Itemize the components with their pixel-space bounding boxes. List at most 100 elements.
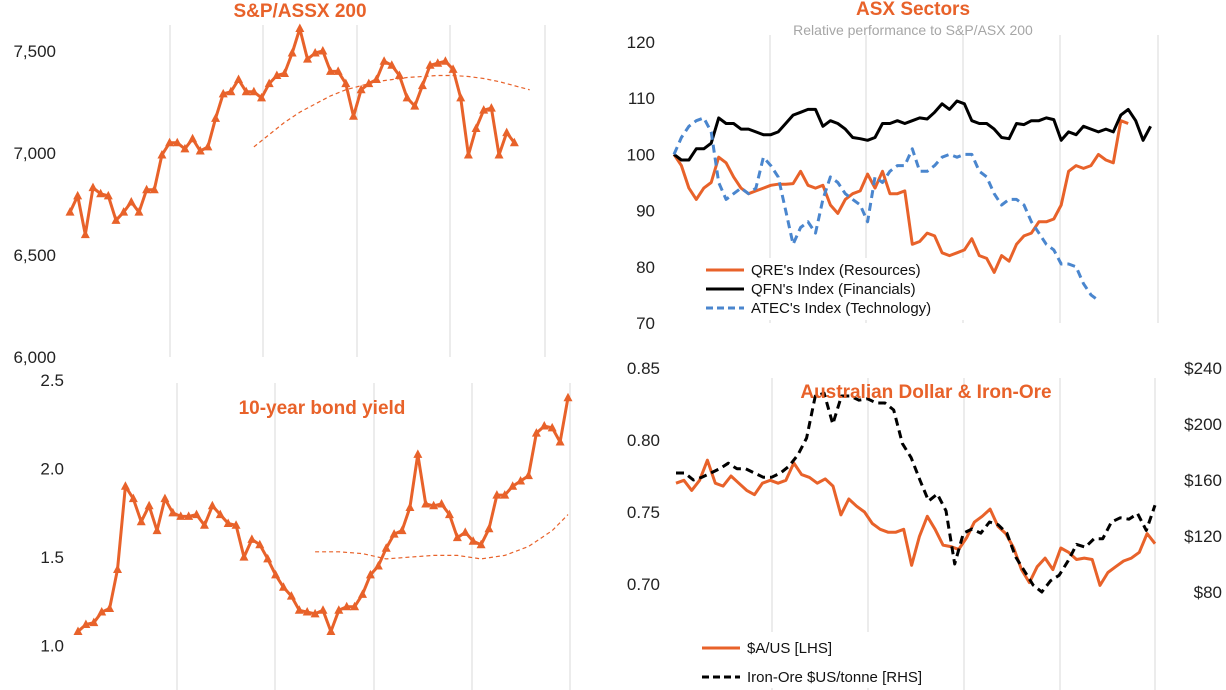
sectors-legend-label-1: QRE's Index (Resources) — [751, 262, 921, 279]
bond-data-point — [294, 605, 304, 614]
asx200-data-point — [402, 92, 412, 102]
bond-data-point — [358, 589, 368, 598]
bond-data-point — [136, 516, 146, 526]
asx200-data-point — [188, 133, 198, 143]
bond-data-point — [350, 601, 360, 611]
bond-data-point — [373, 561, 383, 570]
asx200-data-point — [479, 105, 489, 114]
bond-data-point — [223, 518, 233, 527]
asx200-data-point — [157, 150, 167, 159]
aud-tick-label: 0.70 — [627, 575, 660, 594]
aud-right-y-axis: $80 $120 $160 $200 $240 — [1184, 359, 1222, 602]
bond-data-point — [397, 525, 407, 535]
sectors-tick-label: 110 — [628, 89, 655, 108]
bond-data-point — [539, 421, 549, 430]
asx200-data-point — [80, 229, 90, 239]
asx200-data-point — [509, 137, 519, 147]
asx200-y-axis: 6,000 6,500 7,000 7,500 — [13, 42, 56, 367]
asx200-data-point — [142, 184, 152, 194]
asx200-data-point — [356, 84, 366, 94]
sectors-tick-label: 80 — [636, 258, 655, 277]
bond-data-point — [389, 529, 399, 538]
asx200-tick-label: 7,500 — [13, 42, 56, 61]
asx200-data-point — [226, 86, 236, 96]
sectors-chart-subtitle: Relative performance to S&P/ASX 200 — [793, 22, 1033, 38]
asx200-tick-label: 6,500 — [13, 246, 56, 265]
asx200-chart-title: S&P/ASSX 200 — [233, 1, 366, 22]
asx200-data-point — [65, 207, 75, 216]
bond-data-point — [444, 509, 454, 519]
bond-series-2-line — [315, 514, 569, 560]
asx200-data-point — [264, 78, 274, 88]
bond-data-point — [365, 569, 375, 579]
bond-tick-label: 1.5 — [40, 548, 64, 567]
aud-left-y-axis: 0.70 0.75 0.80 0.85 — [627, 359, 660, 594]
asx200-plot-area — [65, 23, 530, 239]
bond-data-point — [468, 536, 478, 545]
asx200-data-point — [417, 80, 427, 90]
asx200-data-point — [234, 74, 244, 84]
aud-ironore-chart-panel: 0.70 0.75 0.80 0.85 $80 $120 $160 $200 $240 Aus… — [627, 359, 1222, 690]
asx200-data-point — [379, 56, 389, 65]
asx200-data-point — [203, 141, 213, 151]
aud-right-tick-label: $200 — [1184, 415, 1222, 434]
asx200-data-point — [364, 78, 374, 88]
bond-data-point — [278, 582, 288, 591]
sectors-plot-area — [672, 99, 1152, 302]
bond-data-point — [334, 605, 344, 614]
bond-data-point — [247, 534, 257, 543]
bond-data-point — [326, 626, 336, 636]
asx200-data-point — [218, 88, 228, 98]
bond-data-point — [429, 500, 439, 510]
bond-data-point — [310, 608, 320, 618]
asx200-data-point — [249, 86, 259, 96]
asx200-data-point — [448, 64, 458, 73]
sectors-chart-title: ASX Sectors — [856, 0, 970, 20]
aud-tick-label: 0.75 — [627, 503, 660, 522]
bond-data-point — [105, 603, 115, 613]
bond-data-point — [318, 605, 328, 614]
asx200-data-point — [410, 101, 420, 110]
bond-data-point — [271, 569, 281, 579]
asx200-data-point — [103, 190, 113, 200]
bond-data-point — [239, 552, 249, 561]
sectors-tick-label: 100 — [627, 145, 655, 164]
bond-data-point — [342, 601, 352, 611]
aud-chart-title: Australian Dollar & Iron-Ore — [800, 382, 1051, 403]
bond-data-point — [508, 481, 518, 490]
asx200-data-point — [471, 123, 481, 133]
bond-data-point — [192, 509, 202, 519]
aud-plot-area — [675, 391, 1157, 594]
aud-right-tick-label: $160 — [1184, 471, 1222, 490]
bond-data-point — [120, 481, 130, 490]
aud-series-1-line — [675, 458, 1157, 587]
aud-tick-label: 0.80 — [627, 431, 660, 450]
sectors-legend: QRE's Index (Resources) QFN's Index (Fina… — [700, 258, 970, 320]
asx200-data-point — [318, 46, 328, 55]
asx200-tick-label: 7,000 — [13, 144, 56, 163]
asx200-data-point — [257, 92, 267, 102]
asx200-data-point — [241, 86, 251, 96]
bond-data-point — [176, 511, 186, 520]
asx200-data-point — [180, 143, 190, 153]
asx200-data-point — [494, 150, 504, 159]
asx200-data-point — [165, 137, 175, 147]
aud-legend: $A/US [LHS] Iron-Ore $US/tonne [RHS] — [696, 632, 956, 688]
sectors-y-axis: 70 80 90 100 110 120 — [627, 33, 655, 333]
asx200-data-point — [195, 145, 205, 155]
asx200-data-point — [287, 48, 297, 57]
bond-data-point — [413, 449, 423, 458]
bond-series-1-line — [77, 397, 570, 633]
asx200-data-point — [433, 58, 443, 67]
bond-data-point — [531, 428, 541, 437]
asx200-data-point — [502, 127, 512, 137]
bond-data-point — [460, 527, 470, 536]
asx200-data-point — [172, 137, 182, 147]
asx200-data-point — [134, 207, 144, 216]
asx200-data-point — [111, 215, 121, 224]
asx200-data-point — [295, 23, 305, 33]
bond-data-point — [484, 523, 494, 533]
bond-data-point — [168, 507, 178, 517]
aud-legend-label-1: $A/US [LHS] — [747, 640, 832, 657]
